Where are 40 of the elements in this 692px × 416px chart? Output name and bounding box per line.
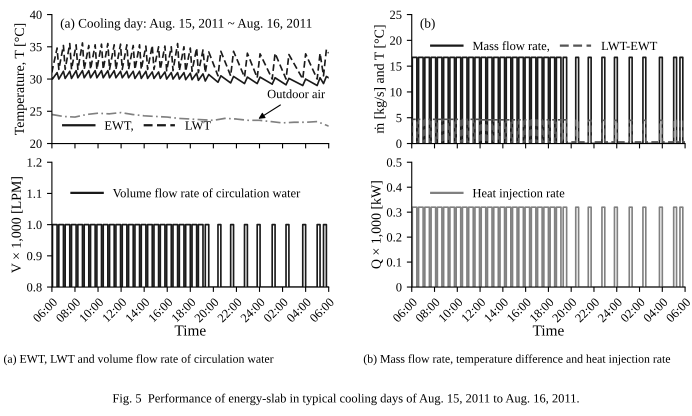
legend-label: Heat injection rate [472,188,564,200]
y-tick-label: 0.9 [27,252,42,260]
x-axis-title: Time [174,325,206,336]
text: (a) EWT, LWT and volume flow rate of circulation water [4,354,274,366]
y-tick-label: 5 [396,114,402,122]
y-axis-title: Temperature, T [°C] [14,24,27,136]
y-tick-label: 30 [30,75,42,84]
text: (b) Mass flow rate, temperature difference and heat injection rate [364,354,670,366]
chart-title: (a) Cooling day: Aug. 15, 2011 ~ Aug. 16, 2011 [60,18,312,30]
y-tick-label: 0.2 [386,233,402,242]
y-tick-label: 25 [390,10,402,20]
y-tick-label: 0.1 [386,258,402,267]
y-axis-title: ṁ [kg/s] and T [°C] [374,25,387,134]
caption: Fig. 5 Performance of energy-slab in typical cooling days of Aug. 15, 2011 to Aug. 16, 2011. [112,394,579,406]
y-tick-label: 1.1 [28,190,42,198]
legend-label: LWT [185,121,211,130]
y-tick-label: 20 [30,140,42,148]
y-tick-label: 0.3 [386,208,402,217]
y-tick-label: 1.2 [28,158,42,167]
legend-label: Volume flow rate of circulation water [112,188,300,198]
y-tick-label: 0 [396,140,402,148]
legend-label: Mass flow rate, [472,41,550,52]
annotation: Outdoor air [268,89,326,98]
y-tick-label: 40 [30,10,42,20]
legend-label: EWT, [104,121,133,132]
y-axis-title: Q × 1,000 [kW] [371,181,383,268]
x-axis-title: Time [532,325,564,336]
legend-label: LWT-EWT [601,42,658,50]
y-tick-label: 35 [30,42,42,52]
y-tick-label: 0.8 [27,283,42,292]
y-tick-label: 0.5 [386,158,402,167]
y-tick-label: 15 [390,62,402,71]
y-tick-label: 1.0 [28,220,42,230]
y-tick-label: 0.4 [386,183,402,192]
y-tick-label: 0 [396,283,402,292]
chart-title: (b) [420,18,435,30]
y-tick-label: 20 [390,36,402,45]
y-tick-label: 10 [390,88,402,96]
y-tick-label: 25 [30,107,42,116]
y-axis-title: V × 1,000 [LPM] [11,177,23,274]
